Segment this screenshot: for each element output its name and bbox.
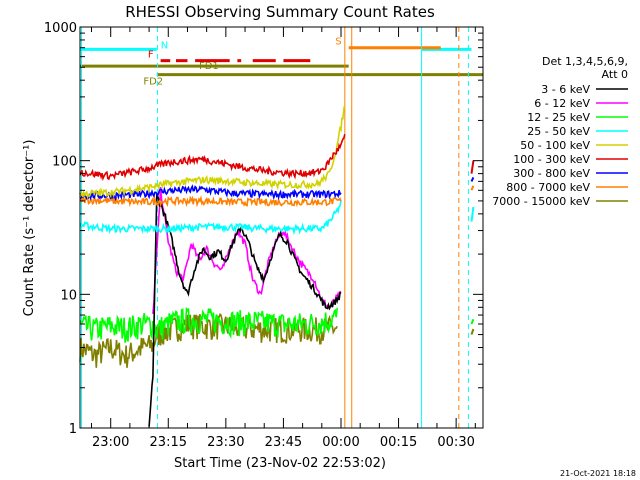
series-100-300 xyxy=(79,134,346,182)
legend-label-3-6: 3 - 6 keV xyxy=(541,83,590,96)
x-tick-label: 23:00 xyxy=(92,435,129,450)
series-stub-12-25 xyxy=(470,318,475,325)
footer-date: 21-Oct-2021 18:18 xyxy=(560,469,636,478)
y-tick-label: 10 xyxy=(60,288,77,303)
series-stub-100-300 xyxy=(470,160,475,174)
x-axis-label: Start Time (23-Nov-02 22:53:02) xyxy=(174,456,386,471)
series-lines xyxy=(79,104,475,427)
flag-f-label: F xyxy=(148,50,154,61)
series-stub-300-800 xyxy=(470,176,475,182)
flag-fd2-label: FD2 xyxy=(143,77,163,88)
x-tick-label: 23:45 xyxy=(265,435,302,450)
y-tick-label: 1 xyxy=(69,422,77,437)
series-7000-15000 xyxy=(79,312,338,368)
series-stub-25-50 xyxy=(470,206,475,222)
flag-bars: NF S FD1 FD2 xyxy=(80,37,483,88)
series-stub-800-7000 xyxy=(470,185,475,191)
y-tick-label: 100 xyxy=(52,155,77,170)
legend-label-800-7000: 800 - 7000 keV xyxy=(506,181,590,194)
legend-label-12-25: 12 - 25 keV xyxy=(527,111,590,124)
y-axis-label: Count Rate (s⁻¹ detector⁻¹) xyxy=(22,140,37,317)
x-tick-label: 23:15 xyxy=(150,435,187,450)
legend-label-25-50: 25 - 50 keV xyxy=(527,125,590,138)
x-tick-label: 00:30 xyxy=(437,435,474,450)
legend-header: Det 1,3,4,5,6,9, xyxy=(542,55,628,68)
axes: 1 10 100 1000 23:00 23:15 23:30 23:45 00:00 00:15… xyxy=(44,21,483,450)
flag-s-label: S xyxy=(335,37,341,48)
plot-frame xyxy=(79,26,484,429)
series-12-25 xyxy=(79,306,338,343)
legend-header: Att 0 xyxy=(602,68,628,81)
series-800-7000 xyxy=(79,194,342,208)
x-tick-label: 00:15 xyxy=(380,435,417,450)
y-tick-label: 1000 xyxy=(44,21,77,36)
series-50-100 xyxy=(79,104,346,200)
flag-fd1-label: FD1 xyxy=(199,61,219,72)
flag-n-label: N xyxy=(161,40,168,51)
x-tick-label: 00:00 xyxy=(322,435,359,450)
series-stub-7000-15000 xyxy=(470,328,475,335)
legend-label-7000-15000: 7000 - 15000 keV xyxy=(492,195,590,208)
legend-label-6-12: 6 - 12 keV xyxy=(534,97,590,110)
legend-label-300-800: 300 - 800 keV xyxy=(513,167,590,180)
x-tick-label: 23:30 xyxy=(207,435,244,450)
legend-label-100-300: 100 - 300 keV xyxy=(513,153,590,166)
series-6-12 xyxy=(152,186,342,314)
series-3-6 xyxy=(148,193,342,427)
series-25-50 xyxy=(79,200,342,236)
legend-label-50-100: 50 - 100 keV xyxy=(520,139,590,152)
chart-title: RHESSI Observing Summary Count Rates xyxy=(125,3,435,21)
